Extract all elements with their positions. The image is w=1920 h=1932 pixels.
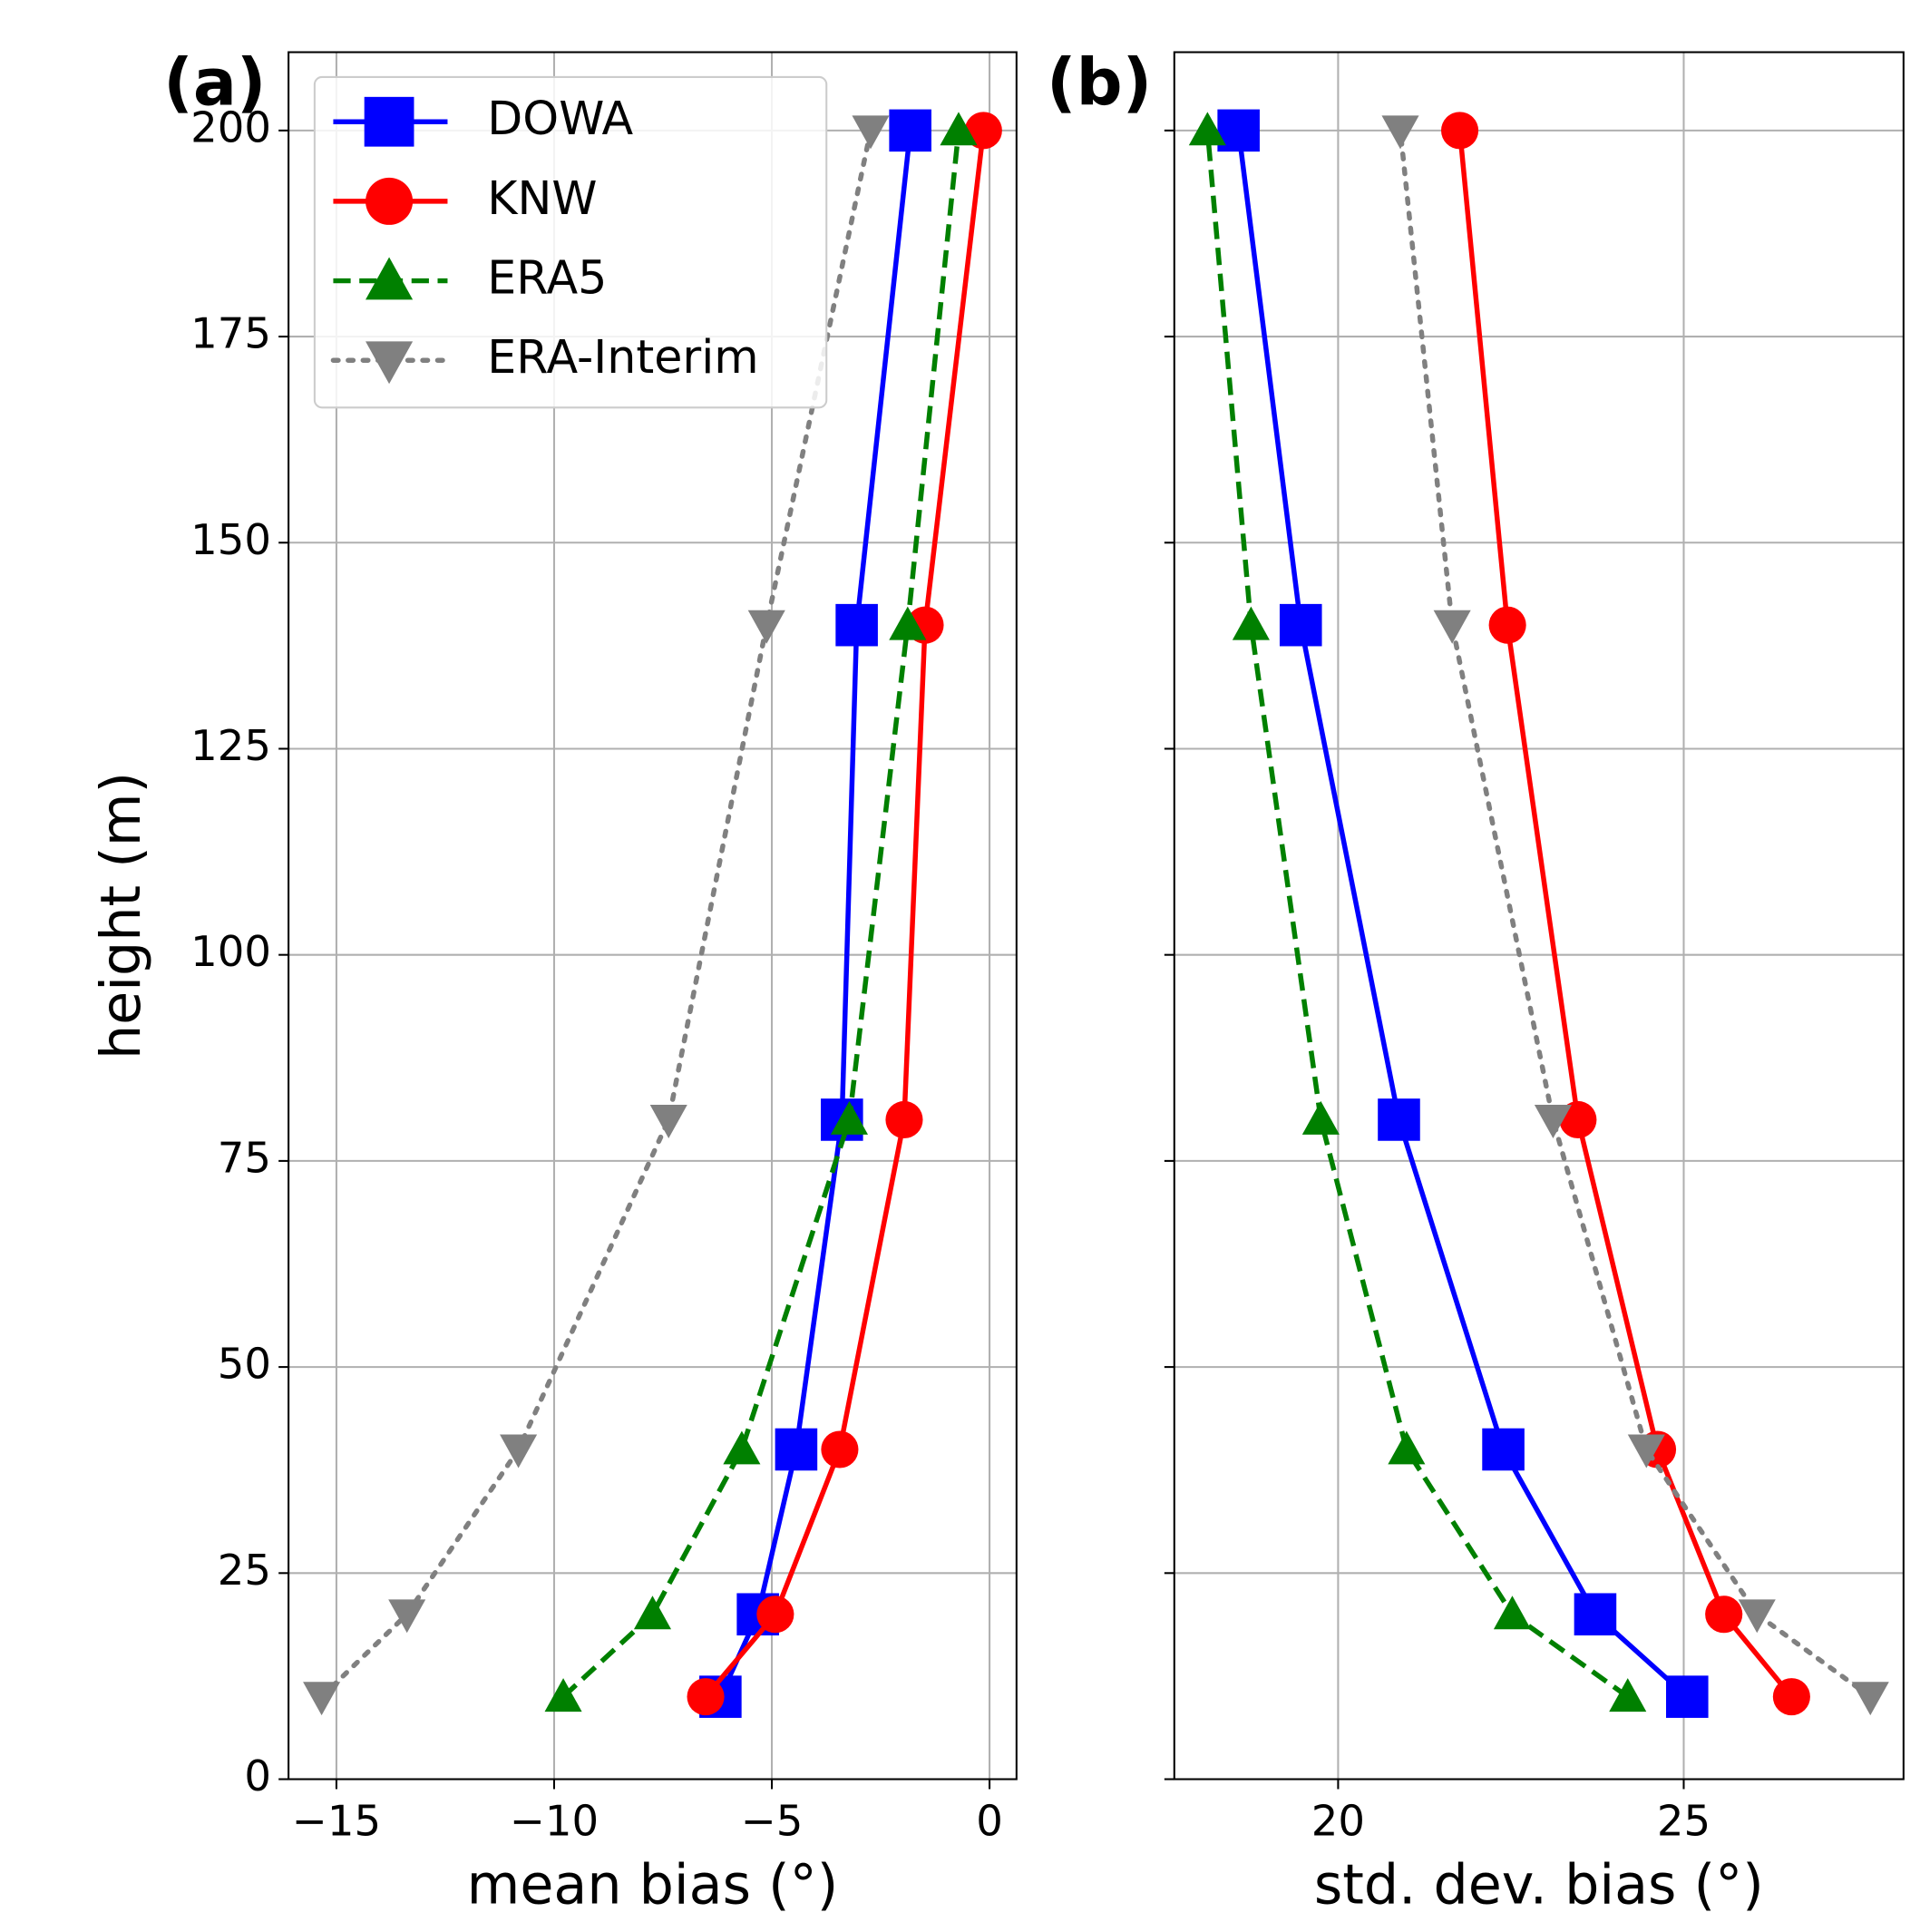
marker xyxy=(1482,1428,1525,1471)
series-line xyxy=(1204,130,1630,1699)
marker xyxy=(388,1599,426,1634)
y-tick-label: 75 xyxy=(218,1133,271,1182)
y-tick-label: 200 xyxy=(190,102,271,151)
marker xyxy=(1738,1599,1776,1634)
series-line xyxy=(1398,128,1874,1700)
marker xyxy=(885,1100,923,1139)
marker xyxy=(687,1678,725,1716)
series-line xyxy=(318,128,873,1700)
marker xyxy=(1279,603,1322,647)
y-tick-label: 50 xyxy=(218,1340,271,1389)
axes-frame xyxy=(1173,51,1905,1781)
marker xyxy=(747,610,785,644)
marker xyxy=(940,112,978,146)
y-axis-label: height (m) xyxy=(90,772,153,1059)
marker xyxy=(1559,1100,1597,1139)
marker xyxy=(1433,610,1471,644)
marker xyxy=(723,1430,761,1465)
marker xyxy=(1666,1675,1709,1718)
x-tick-label: 0 xyxy=(976,1796,1003,1845)
marker xyxy=(1488,606,1526,644)
marker xyxy=(303,1682,341,1716)
marker xyxy=(821,1430,859,1469)
marker xyxy=(1851,1682,1889,1716)
marker xyxy=(1772,1678,1810,1716)
marker xyxy=(1388,1430,1426,1465)
marker xyxy=(1609,1678,1647,1712)
legend-label: KNW xyxy=(487,171,597,225)
series-line xyxy=(1235,130,1690,1699)
legend-box xyxy=(313,75,828,409)
x-axis-label: std. dev. bias (°) xyxy=(1314,1854,1764,1917)
x-tick-label: −15 xyxy=(292,1796,381,1845)
marker xyxy=(1441,112,1479,150)
marker xyxy=(1188,112,1226,146)
marker xyxy=(1493,1595,1532,1630)
y-tick-label: 125 xyxy=(190,721,271,770)
marker xyxy=(835,603,878,647)
marker xyxy=(364,96,414,147)
marker xyxy=(365,257,414,300)
x-axis-label: mean bias (°) xyxy=(467,1854,839,1917)
series-line xyxy=(561,130,961,1699)
marker xyxy=(1574,1593,1617,1636)
marker xyxy=(1534,1105,1572,1139)
x-tick-label: −5 xyxy=(741,1796,804,1845)
marker xyxy=(649,1105,687,1139)
y-tick-label: 0 xyxy=(244,1751,271,1800)
panel-label: (a) xyxy=(163,44,266,120)
marker xyxy=(1232,606,1270,640)
legend-label: DOWA xyxy=(487,92,633,145)
marker xyxy=(1378,1098,1420,1141)
marker xyxy=(1705,1595,1743,1634)
y-tick-label: 150 xyxy=(190,515,271,564)
y-tick-label: 175 xyxy=(190,309,271,358)
marker xyxy=(889,606,927,640)
legend-label: ERA5 xyxy=(487,251,607,305)
marker xyxy=(500,1434,538,1469)
panel-label: (b) xyxy=(1047,44,1152,120)
y-tick-label: 25 xyxy=(218,1546,271,1595)
x-tick-label: 20 xyxy=(1311,1796,1365,1845)
axes-frame xyxy=(288,51,1018,1781)
marker xyxy=(1301,1100,1340,1135)
marker xyxy=(365,341,414,385)
marker xyxy=(830,1100,869,1135)
y-tick-label: 100 xyxy=(190,927,271,976)
marker xyxy=(889,109,931,152)
marker xyxy=(633,1595,672,1630)
marker xyxy=(365,177,414,225)
legend-label: ERA-Interim xyxy=(487,330,758,384)
marker xyxy=(1381,115,1419,150)
marker xyxy=(544,1678,582,1712)
marker xyxy=(775,1428,818,1471)
marker xyxy=(756,1595,794,1634)
x-tick-label: 25 xyxy=(1657,1796,1710,1845)
marker xyxy=(1627,1434,1665,1469)
x-tick-label: −10 xyxy=(510,1796,599,1845)
marker xyxy=(852,115,890,150)
